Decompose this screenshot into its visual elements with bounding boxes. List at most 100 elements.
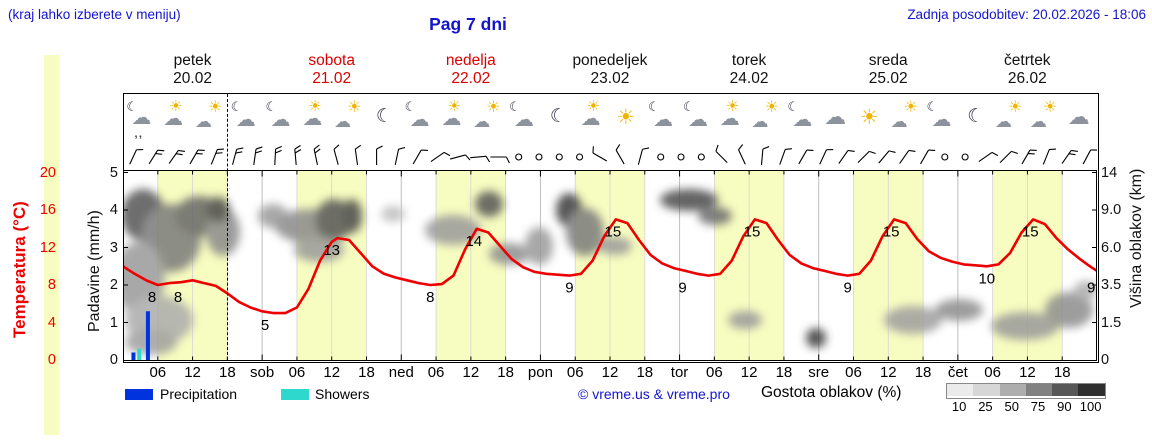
wind-barb-icon [920,149,936,165]
cloud-icon: ☁ [194,112,212,131]
wind-barb-icon [470,155,491,163]
wind-barb-icon [637,147,650,165]
svg-text:15: 15 [744,223,761,240]
last-update: Zadnja posodobitev: 20.02.2026 - 18:06 [907,7,1146,22]
svg-text:5: 5 [261,317,269,334]
temperature-scale-band [44,55,59,435]
wind-barb-icon [899,149,916,164]
density-swatch [999,384,1026,396]
day-header: petek 20.02 [123,52,262,92]
moon-icon: ☾ [404,99,417,114]
precipitation-tick: 5 [109,164,118,181]
hour-label: 06 [149,364,167,381]
cloud-icon: ☁ [409,109,430,131]
weather-icons-row: ☾ ☁ ‚‚ ☀ ☁ ☀ ☁ ☾ ☁ ☾ ☁ ☀ ☁ ☀ ☁ ☾ ☾ ☁ ☀ ☁ ☀ ☁ ☾ ☁ ☾ ☀ ☁ ☀ ☾ ☁ ☾ ☁ ☀ ☁ ☀ ☁ ☾ ☁ ☁… [123,96,1097,142]
current-time-line [227,94,229,360]
day-abbrev-label: čet [947,364,968,381]
day-name: sreda [868,52,908,69]
cloud-density-scale [946,383,1106,399]
calm-wind-icon [535,153,543,161]
day-date: 21.02 [312,70,352,87]
weather-icon-moon-cloud: ☾ ☁ [228,97,262,141]
cloud-icon: ☁ [687,109,708,131]
day-header: četrtek 26.02 [958,52,1097,92]
cloud-icon: ☁ [580,108,601,130]
credit-link[interactable]: © vreme.us & vreme.pro [578,386,730,402]
weather-icon-moon-cloud: ☾ ☁ [506,97,540,141]
hour-label: 06 [427,364,445,381]
day-date: 24.02 [729,70,769,87]
calm-wind-icon [555,153,563,161]
menu-hint: (kraj lahko izberete v meniju) [8,7,181,22]
meteogram-plot: 8 8 5 13 8 14 9 15 9 15 9 15 10 15 9 [123,170,1097,361]
calm-wind-icon [677,153,685,161]
density-swatch [1078,384,1105,396]
day-header: sobota 21.02 [262,52,401,92]
wind-barbs-row [129,144,1097,166]
temperature-tick: 20 [39,164,56,181]
moon-icon: ☾ [265,99,278,114]
sun-icon: ☀ [1042,99,1058,116]
hour-label: 18 [219,364,236,381]
weather-icon-sun: ☀ [610,97,644,141]
density-tick-label: 100 [1079,399,1102,414]
wind-barb-icon [1021,149,1037,165]
weather-icon-moon-cloud: ☾ ☁ [680,97,714,141]
svg-text:9: 9 [678,280,686,297]
hour-label: 18 [914,364,932,381]
day-name: petek [173,52,212,69]
svg-text:10: 10 [978,270,995,287]
hour-label: 12 [323,364,341,381]
sun-icon: ☀ [207,99,223,116]
cloud-icon: ☁ [1029,112,1047,131]
wind-barb-icon [838,149,855,164]
cloud-height-tick: 6.0 [1101,239,1122,256]
hour-label: 06 [984,364,1001,381]
moon-icon: ☾ [509,99,521,114]
hour-label: 12 [184,364,201,381]
cloud-height-tick: 14 [1101,164,1118,181]
density-swatch [1025,384,1053,396]
plot-ticks [123,170,1097,361]
temperature-tick: 4 [47,314,56,331]
weather-icon-sun-behind-cloud: ☀ ☁ [158,97,192,141]
sun-icon: ☀ [486,99,501,116]
temperature-tick: 0 [47,352,56,368]
hour-label: 18 [636,364,654,381]
moon-icon: ☾ [230,99,243,114]
density-swatch [973,384,1000,396]
sun-icon: ☀ [308,98,322,115]
wind-barb-icon [978,151,999,163]
precipitation-bar [131,352,136,360]
wind-barb-icon [798,149,814,165]
wind-barb-icon [1082,149,1097,165]
showers-legend-label: Showers [315,386,370,402]
moon-icon: ☾ [682,99,695,114]
density-tick-label: 90 [1057,399,1072,414]
svg-text:9: 9 [565,280,573,297]
svg-text:8: 8 [148,289,156,306]
wind-barb-icon [760,146,770,166]
precipitation-bars [131,311,150,360]
sun-icon: ☀ [1008,99,1023,116]
density-swatch [1052,384,1079,396]
weather-icon-moon: ☾ [367,97,401,141]
day-name: torek [731,52,767,69]
cloud-icon: ☁ [270,109,291,131]
density-tick-label: 10 [951,399,967,414]
svg-text:15: 15 [1022,223,1039,240]
weather-icon-cloud: ☁ [1063,97,1097,141]
wind-barb-icon [274,145,282,166]
hour-label: 12 [601,364,619,381]
precipitation-bar [145,311,150,360]
wind-barb-icon [738,144,746,165]
density-tick-label: 50 [1004,399,1019,414]
cloud-icon: ☁ [995,112,1013,131]
temperature-tick: 16 [39,202,56,218]
day-name: sobota [308,52,355,69]
weather-icon-sun-behind-cloud: ☀ ☁ [297,97,331,141]
day-date: 25.02 [868,70,908,87]
weather-icon-moon-cloud: ☾ ☁ [923,97,957,141]
day-header: torek 24.02 [680,52,819,92]
wind-barb-icon [313,144,321,165]
